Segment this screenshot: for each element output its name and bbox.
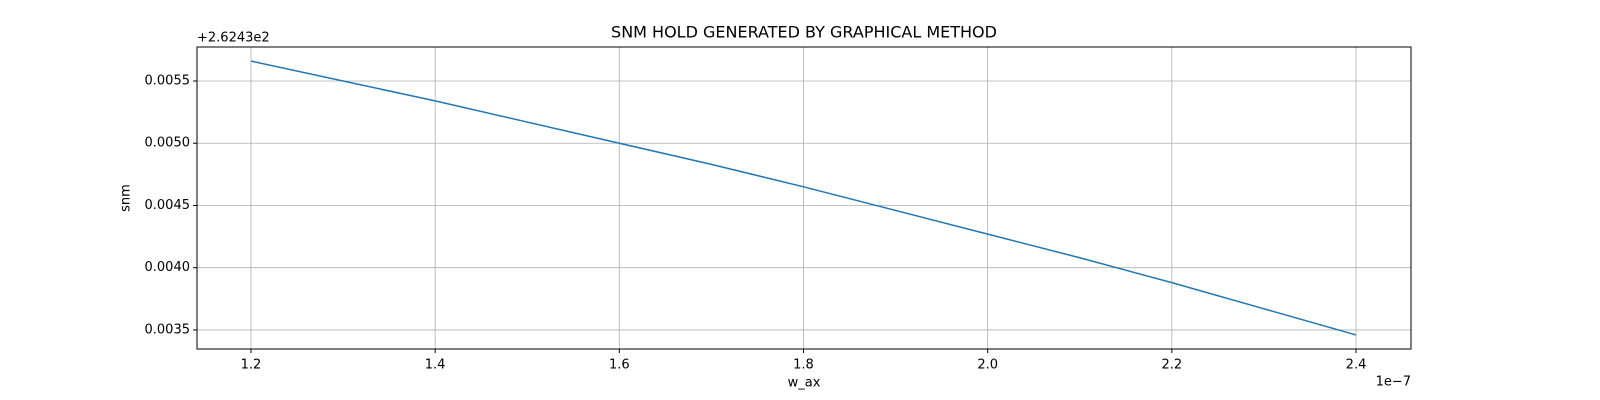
x-tick-label: 1.4 — [425, 358, 446, 373]
y-tick-label: 0.0045 — [145, 198, 191, 213]
x-tick-label: 1.2 — [241, 358, 262, 373]
x-tick-label: 2.0 — [977, 358, 998, 373]
plot-frame — [196, 46, 1412, 350]
x-tick-label: 1.6 — [609, 358, 630, 373]
y-offset-text: +2.6243e2 — [197, 31, 270, 46]
y-tick-label: 0.0050 — [145, 136, 191, 151]
y-axis-label: snm — [119, 184, 134, 212]
x-tick-label: 2.2 — [1162, 358, 1183, 373]
y-tick-label: 0.0055 — [145, 73, 191, 88]
y-tick-label: 0.0040 — [145, 260, 191, 275]
x-offset-text: 1e−7 — [1376, 375, 1411, 390]
x-axis-label: w_ax — [788, 376, 821, 391]
chart-title: SNM HOLD GENERATED BY GRAPHICAL METHOD — [611, 23, 997, 42]
x-tick-label: 2.4 — [1346, 358, 1367, 373]
y-tick-label: 0.0035 — [145, 322, 191, 337]
data-line — [250, 60, 1357, 336]
x-tick-label: 1.8 — [793, 358, 814, 373]
